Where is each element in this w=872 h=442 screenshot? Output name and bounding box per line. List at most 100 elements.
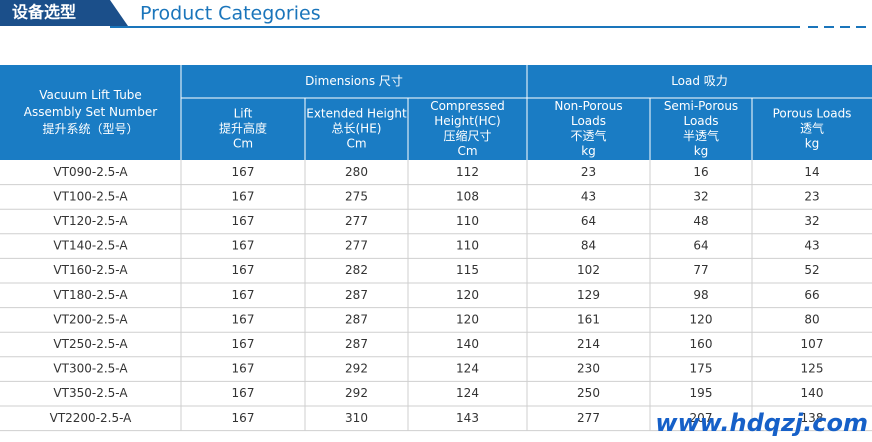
column-header: Loads (683, 114, 718, 128)
table-cell: 124 (456, 362, 479, 376)
column-header: 半透气 (683, 128, 719, 143)
table-cell: 125 (801, 362, 824, 376)
table-cell: 115 (456, 263, 479, 277)
column-header: Extended Height (306, 107, 407, 121)
column-header: Compressed (430, 99, 505, 113)
table-cell: 64 (693, 239, 708, 253)
table-cell: VT300-2.5-A (53, 362, 128, 376)
table-cell: 310 (345, 411, 368, 425)
table-cell: 160 (690, 337, 713, 351)
column-header: 总长(HE) (332, 122, 382, 136)
column-header: 压缩尺寸 (443, 128, 491, 143)
table-cell: 80 (804, 312, 819, 326)
table-cell: 167 (232, 165, 255, 179)
table-cell: 287 (345, 312, 368, 326)
table-cell: 214 (577, 337, 600, 351)
table-cell: 110 (456, 239, 479, 253)
table-cell: 77 (693, 263, 708, 277)
table-cell: 138 (801, 411, 824, 425)
table-cell: 167 (232, 411, 255, 425)
table-cell: 195 (690, 386, 713, 400)
table-cell: 287 (345, 337, 368, 351)
column-header: Vacuum Lift Tube (39, 88, 142, 102)
header-background (0, 65, 872, 160)
table-cell: VT120-2.5-A (53, 214, 128, 228)
table-cell: 143 (456, 411, 479, 425)
table-cell: 287 (345, 288, 368, 302)
column-header: Cm (233, 137, 253, 151)
table-cell: 167 (232, 312, 255, 326)
table-cell: 23 (581, 165, 596, 179)
column-header: Lift (234, 107, 253, 121)
column-header: 透气 (800, 121, 824, 136)
table-cell: 167 (232, 337, 255, 351)
table-cell: 16 (693, 165, 708, 179)
column-header: 提升系统（型号） (42, 121, 138, 136)
table-cell: 282 (345, 263, 368, 277)
group-header: Dimensions 尺寸 (305, 74, 403, 88)
table-cell: 167 (232, 189, 255, 203)
table-cell: 48 (693, 214, 708, 228)
column-header: Porous Loads (773, 107, 852, 121)
table-cell: VT100-2.5-A (53, 189, 128, 203)
table-cell: 110 (456, 214, 479, 228)
column-header: Height(HC) (434, 114, 500, 128)
table-cell: 277 (577, 411, 600, 425)
table-cell: 292 (345, 362, 368, 376)
table-cell: 230 (577, 362, 600, 376)
table-cell: 120 (456, 312, 479, 326)
column-header: Cm (346, 137, 366, 151)
group-header: Load 吸力 (671, 74, 728, 88)
table-cell: 23 (804, 189, 819, 203)
table-cell: 14 (804, 165, 819, 179)
table-cell: VT250-2.5-A (53, 337, 128, 351)
table-cell: 108 (456, 189, 479, 203)
table-cell: 161 (577, 312, 600, 326)
table-cell: VT090-2.5-A (53, 165, 128, 179)
table-cell: 140 (456, 337, 479, 351)
table-cell: 207 (690, 411, 713, 425)
table-cell: VT180-2.5-A (53, 288, 128, 302)
column-header: Loads (571, 114, 606, 128)
table-cell: 277 (345, 239, 368, 253)
column-header: 不透气 (570, 128, 606, 143)
table-cell: VT140-2.5-A (53, 239, 128, 253)
table-cell: 107 (801, 337, 824, 351)
table-cell: 98 (693, 288, 708, 302)
table-cell: 102 (577, 263, 600, 277)
watermark: www.hdqzj.com (655, 409, 868, 437)
column-header: kg (805, 137, 820, 151)
table-cell: 167 (232, 263, 255, 277)
table-cell: 52 (804, 263, 819, 277)
table-cell: 167 (232, 386, 255, 400)
table-cell: 175 (690, 362, 713, 376)
table-cell: 120 (456, 288, 479, 302)
column-header: 提升高度 (219, 121, 267, 136)
table-cell: 167 (232, 214, 255, 228)
table-cell: 167 (232, 362, 255, 376)
title-cn: 设备选型 (12, 3, 76, 22)
table-cell: VT160-2.5-A (53, 263, 128, 277)
table-cell: 64 (581, 214, 596, 228)
table-cell: 32 (804, 214, 819, 228)
table-cell: 32 (693, 189, 708, 203)
table-cell: 292 (345, 386, 368, 400)
table-cell: 167 (232, 239, 255, 253)
table-cell: 275 (345, 189, 368, 203)
table-cell: 66 (804, 288, 819, 302)
title-en: Product Categories (140, 3, 321, 25)
table-cell: 129 (577, 288, 600, 302)
table-cell: 167 (232, 288, 255, 302)
table-cell: VT2200-2.5-A (50, 411, 133, 425)
table-cell: 280 (345, 165, 368, 179)
table-cell: VT350-2.5-A (53, 386, 128, 400)
table-cell: VT200-2.5-A (53, 312, 128, 326)
column-header: kg (694, 144, 709, 158)
table-cell: 120 (690, 312, 713, 326)
table-cell: 277 (345, 214, 368, 228)
table-cell: 250 (577, 386, 600, 400)
column-header: Assembly Set Number (24, 105, 157, 119)
title-tab (0, 0, 128, 26)
